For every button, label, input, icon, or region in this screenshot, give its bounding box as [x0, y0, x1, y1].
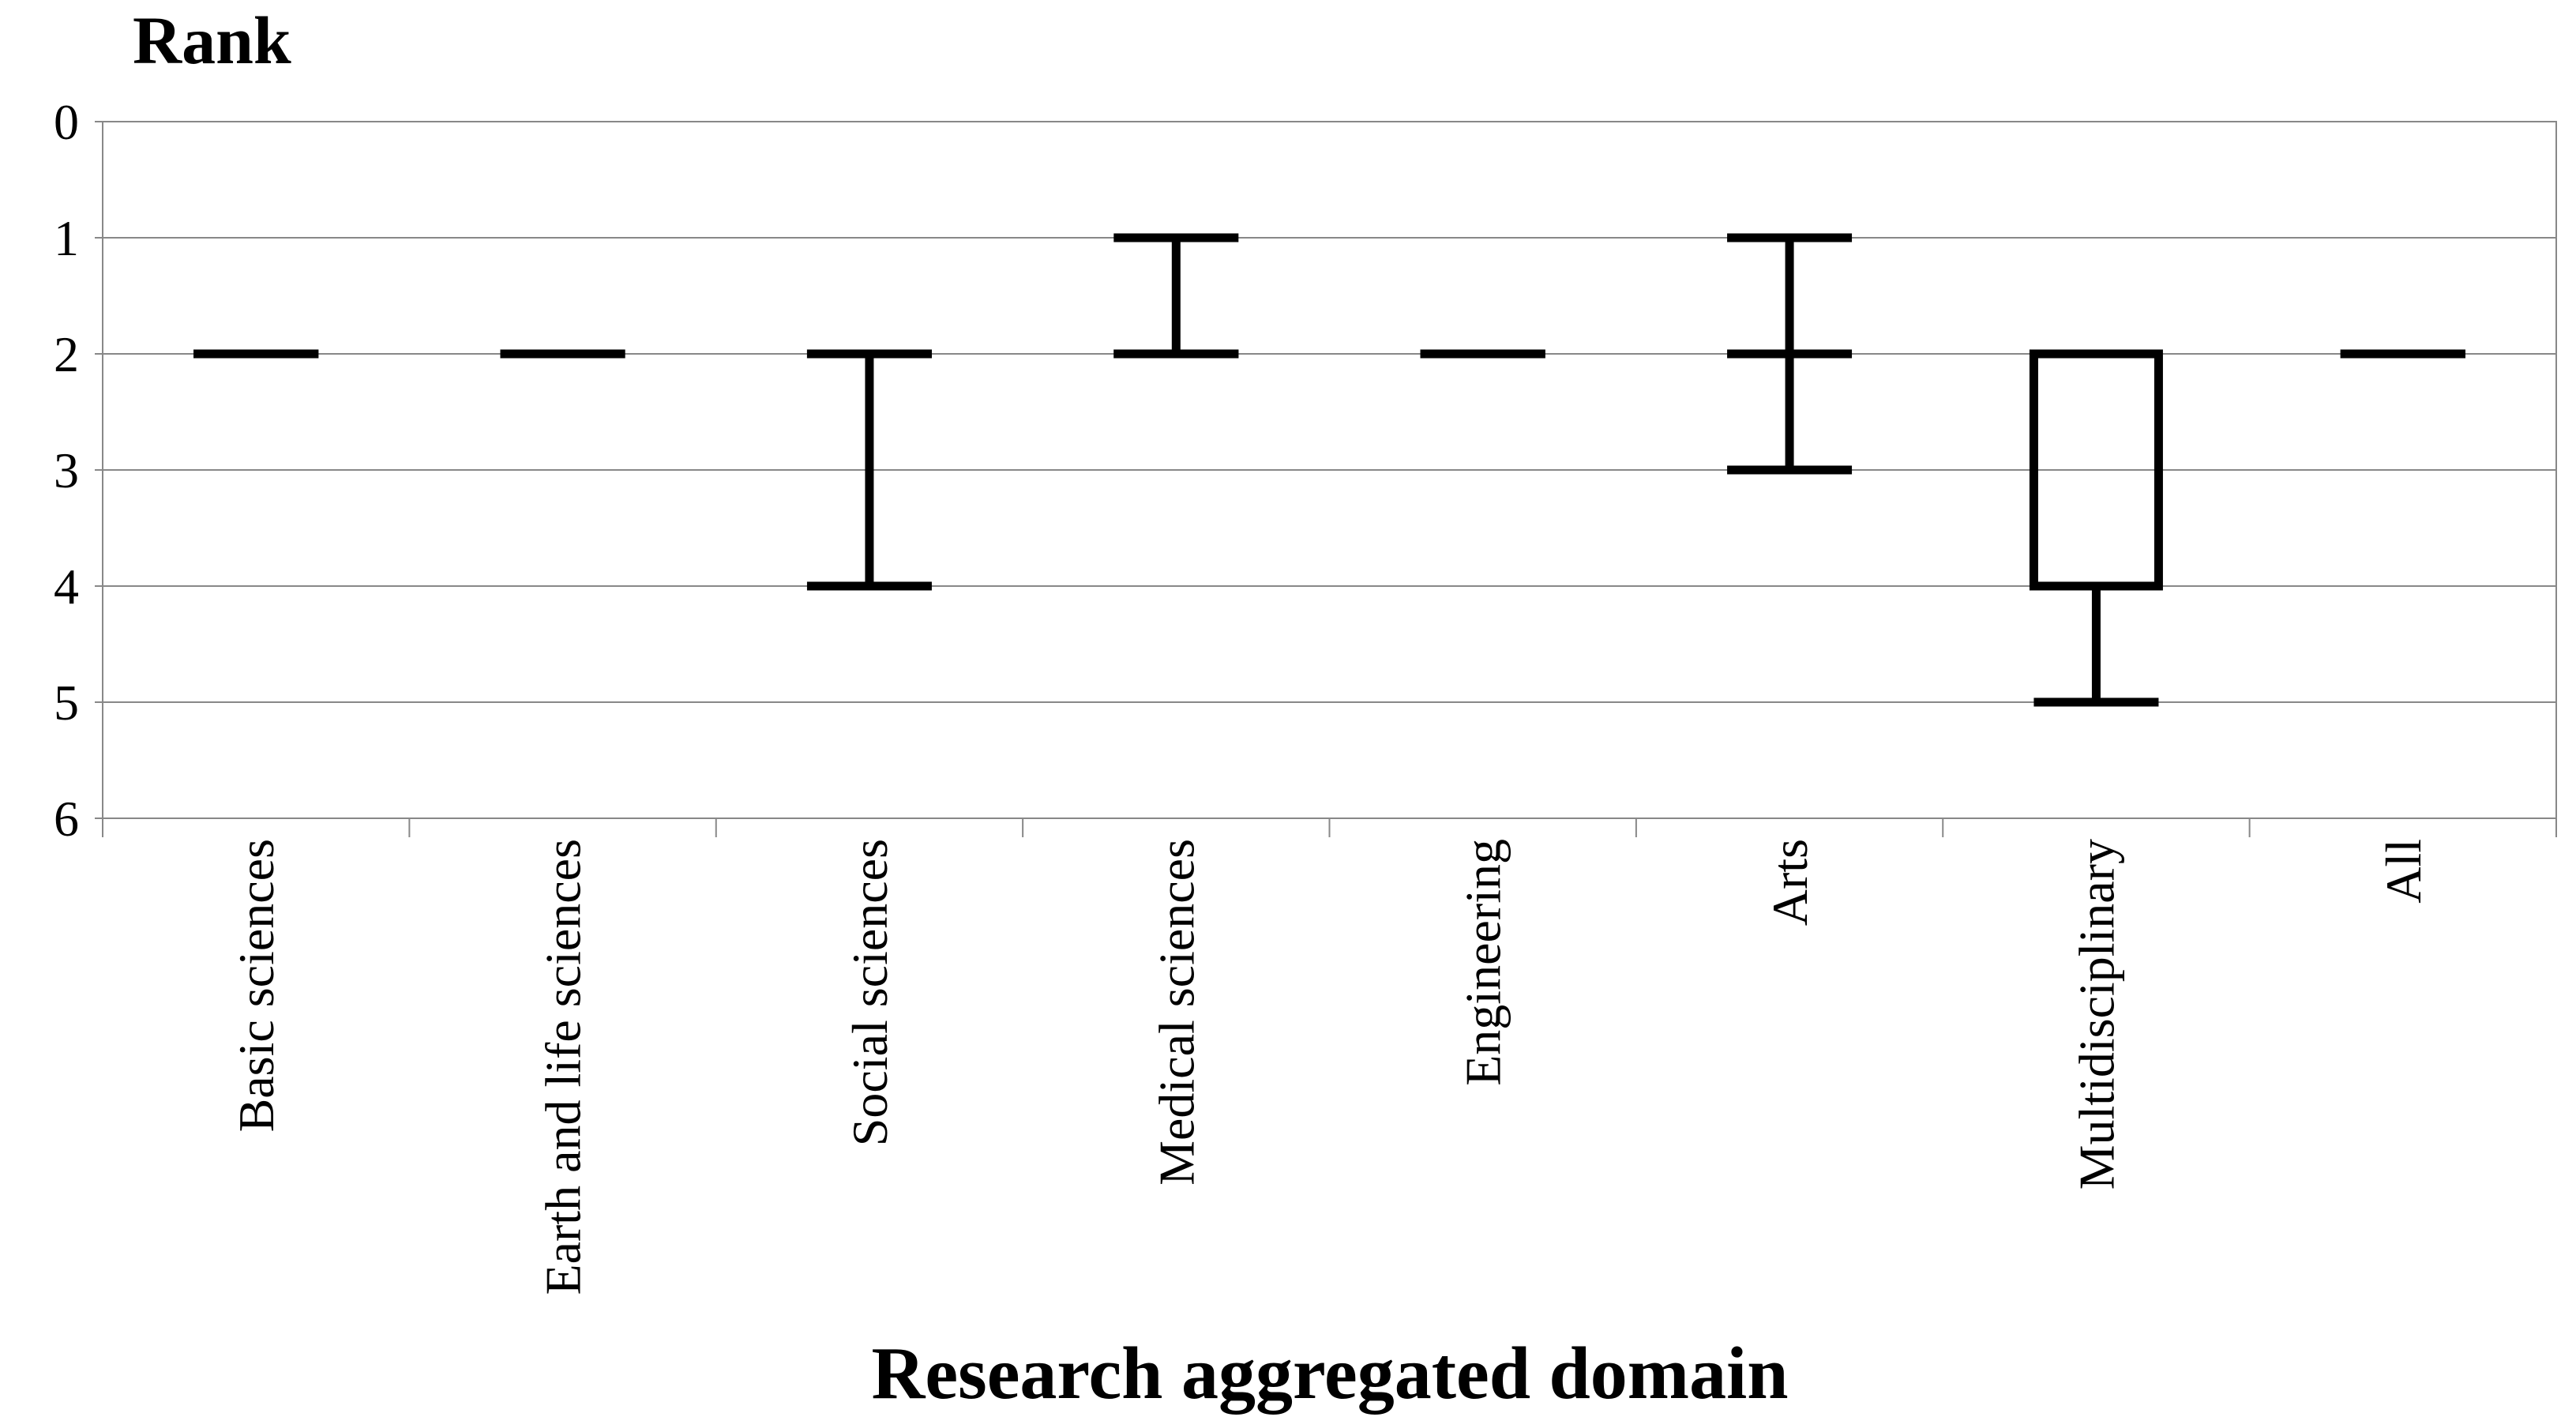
y-tick-label: 5: [54, 675, 79, 731]
x-tick-label: Social sciences: [842, 839, 898, 1146]
y-tick-label: 1: [54, 210, 79, 266]
x-tick-label: Engineering: [1455, 839, 1511, 1086]
y-tick-label: 3: [54, 442, 79, 498]
x-tick-label: Basic sciences: [228, 839, 284, 1132]
x-tick-label: Arts: [1762, 839, 1818, 926]
x-tick-label: Earth and life sciences: [535, 839, 591, 1295]
y-tick-label: 6: [54, 791, 79, 847]
y-tick-label: 4: [54, 558, 79, 615]
x-axis-title: Research aggregated domain: [872, 1332, 1789, 1415]
y-axis-title: Rank: [133, 2, 291, 78]
x-tick-label: All: [2375, 839, 2431, 904]
y-tick-label: 2: [54, 326, 79, 382]
x-tick-label: Medical sciences: [1148, 839, 1204, 1186]
x-tick-label: Multidisciplinary: [2068, 839, 2124, 1190]
y-tick-label: 0: [54, 94, 79, 150]
